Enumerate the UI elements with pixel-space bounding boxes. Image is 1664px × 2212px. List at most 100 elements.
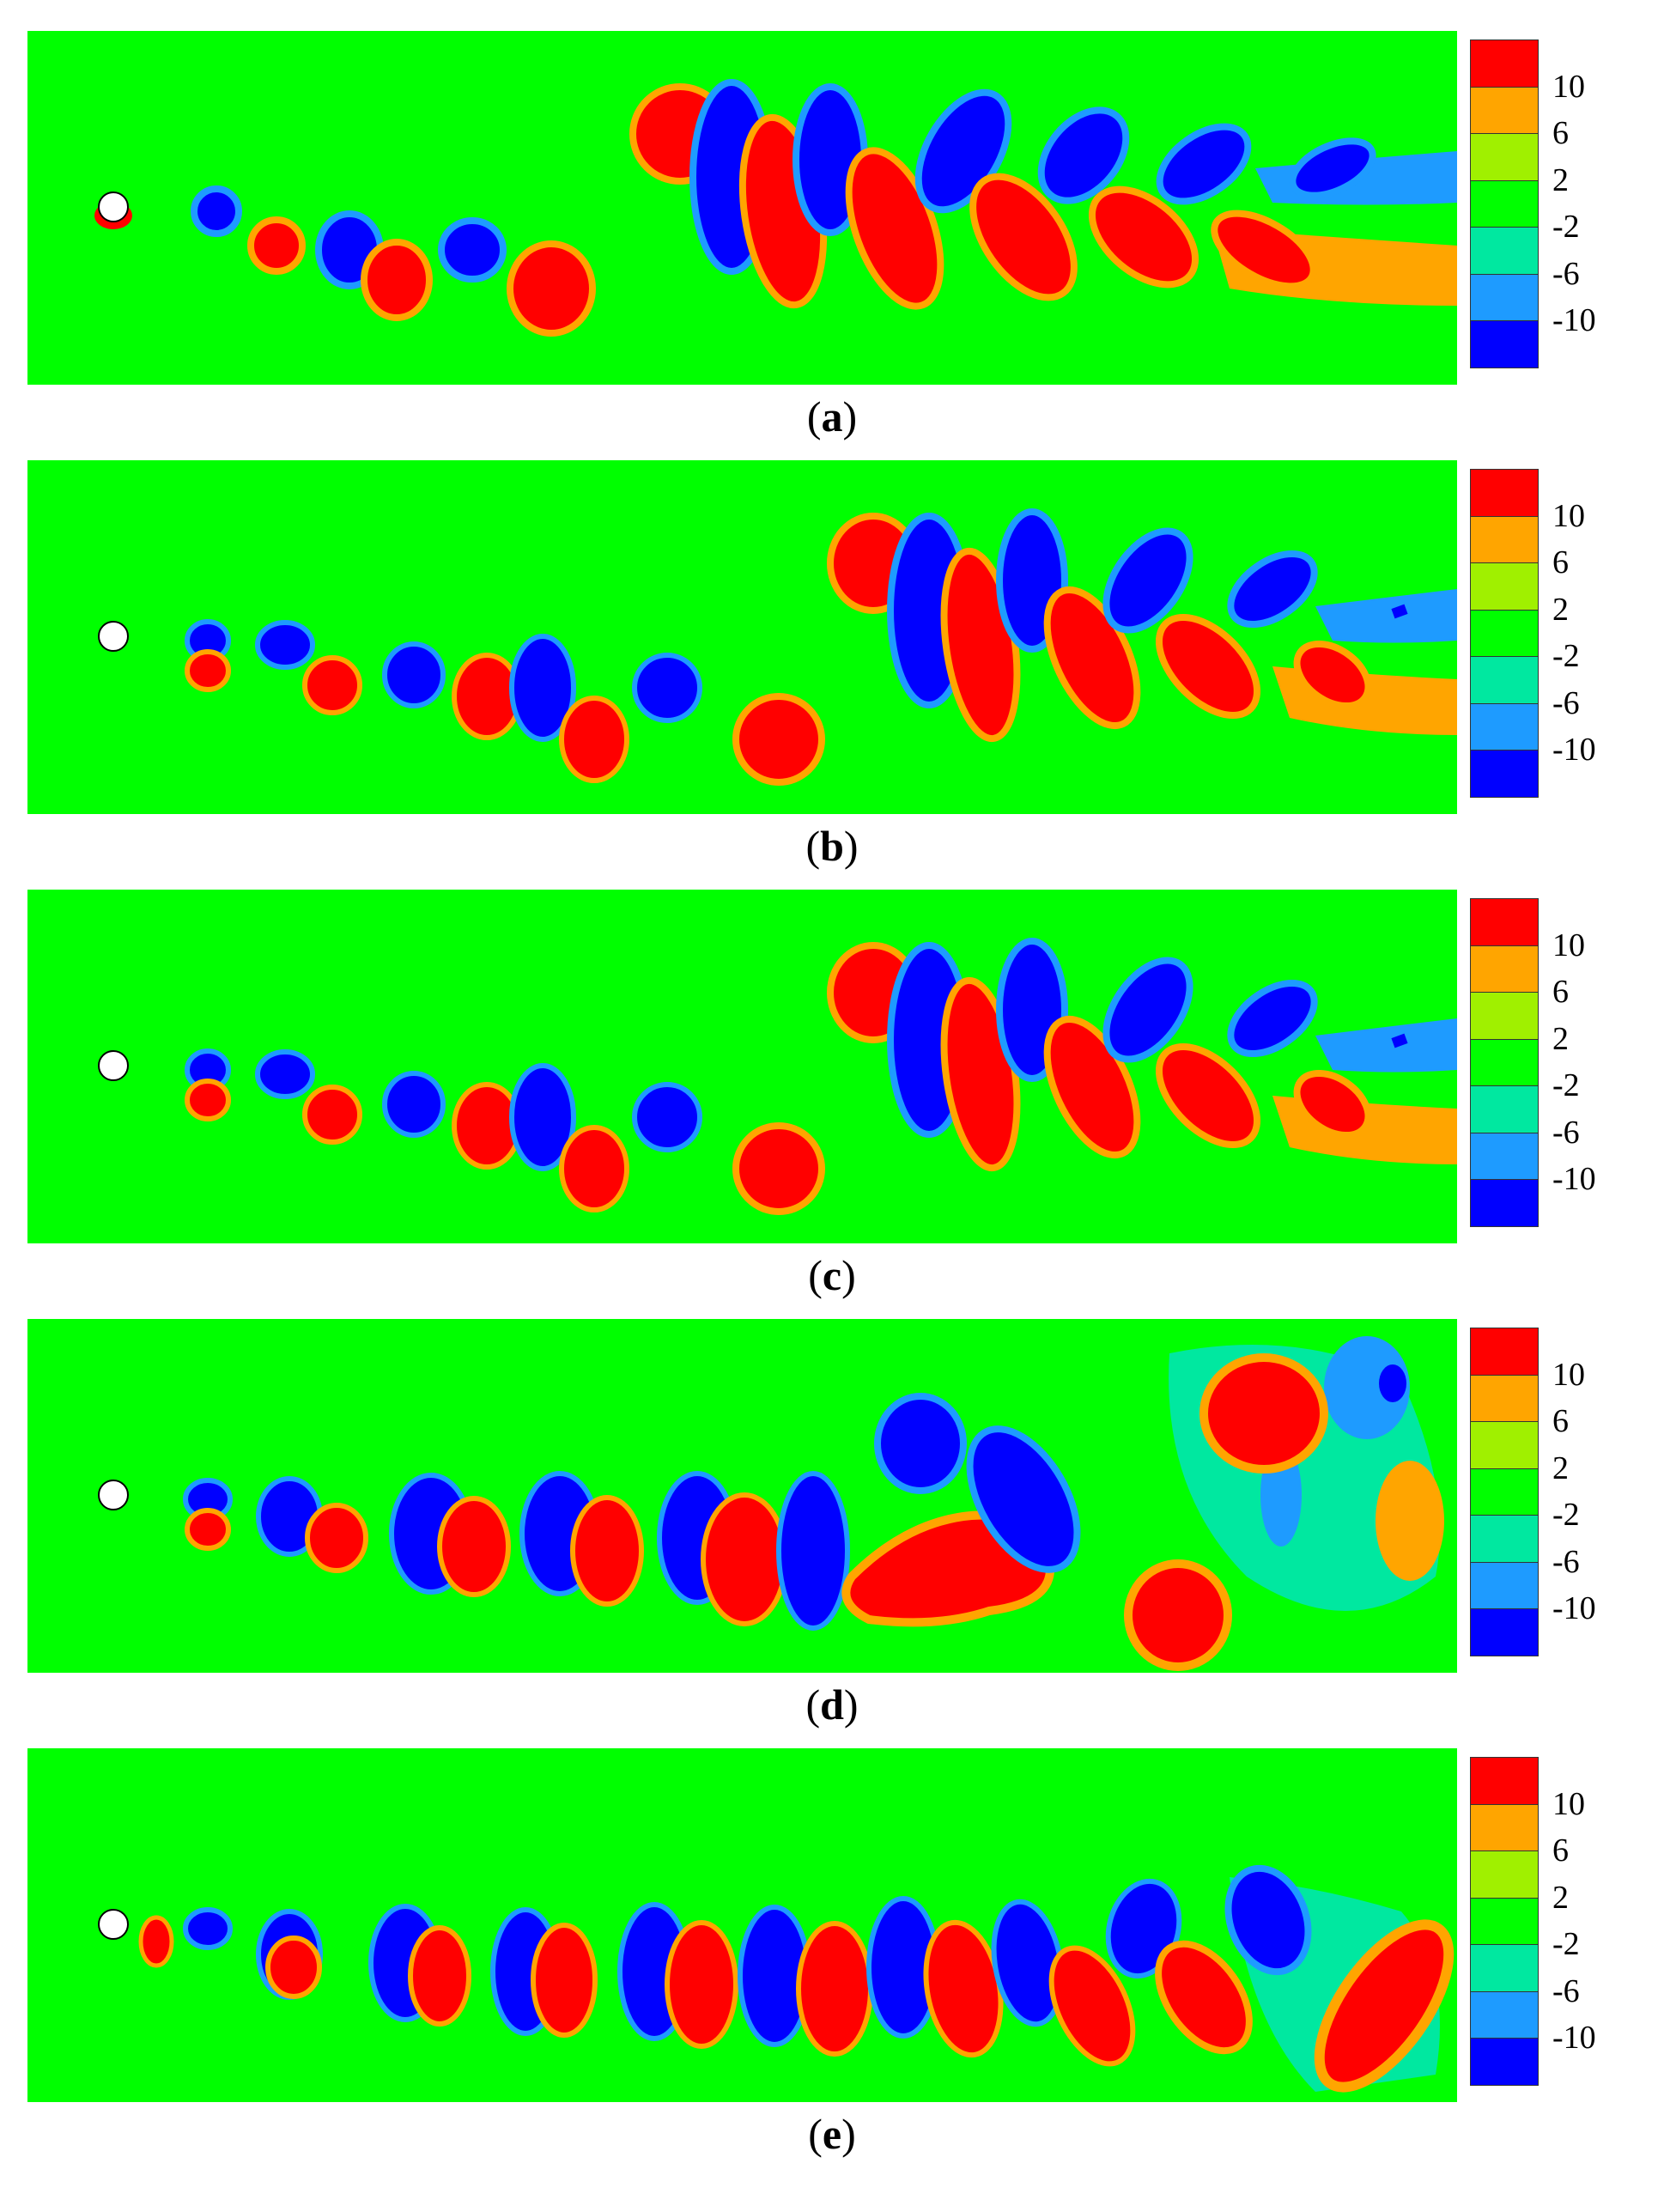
vortex-positive <box>559 696 629 783</box>
legend-level-label: 6 <box>1552 1832 1569 1869</box>
vortex-negative <box>1156 123 1252 205</box>
legend-swatch <box>1470 1421 1539 1469</box>
vortex-positive <box>437 1496 511 1597</box>
vortex-negative <box>1391 1033 1408 1048</box>
vortex-positive <box>247 216 306 275</box>
legend-swatch <box>1470 1038 1539 1087</box>
vortex-negative <box>382 641 446 708</box>
vortex-positive <box>305 1503 368 1573</box>
vortex-negative <box>1037 106 1130 204</box>
legend-swatch <box>1470 1179 1539 1227</box>
legend-swatch <box>1470 656 1539 704</box>
legend-level-label: 10 <box>1552 927 1585 963</box>
colorbar-legend: 10 6 2 -2 -6 -10 <box>1470 1757 1630 2086</box>
vortex-positive <box>265 1936 322 1999</box>
cylinder-icon <box>98 621 129 652</box>
caption-b: (b) <box>805 822 859 870</box>
caption-c: (c) <box>808 1251 856 1299</box>
vortex-negative <box>183 1907 233 1950</box>
vortex-negative <box>191 185 242 237</box>
legend-level-label: -2 <box>1552 638 1580 675</box>
legend-swatch <box>1470 945 1539 994</box>
vortex-negative <box>776 1471 850 1631</box>
vorticity-field <box>27 1319 1457 1673</box>
vorticity-field <box>27 1748 1457 2102</box>
legend-level-label: -10 <box>1552 1161 1596 1198</box>
vortex-negative <box>1224 1864 1312 1976</box>
vortex-negative <box>966 1425 1081 1573</box>
colorbar-legend: 10 6 2 -2 -6 -10 <box>1470 40 1630 368</box>
legend-level-label: -10 <box>1552 2020 1596 2057</box>
legend-swatch <box>1470 1374 1539 1423</box>
vortex-positive <box>1293 1069 1372 1139</box>
vortex-positive <box>1199 1353 1328 1474</box>
vortex-positive <box>138 1915 174 1968</box>
vorticity-field <box>27 31 1457 385</box>
vortex-positive <box>1124 1559 1232 1671</box>
legend-level-label: -6 <box>1552 684 1580 721</box>
vortex-negative <box>1102 957 1193 1063</box>
vortex-positive <box>302 655 362 715</box>
legend-level-label: 10 <box>1552 68 1585 105</box>
wake-tail-negative <box>1315 1018 1457 1073</box>
legend-swatch <box>1470 1944 1539 1992</box>
legend-swatch <box>1470 1132 1539 1181</box>
legend-level-label: -10 <box>1552 1590 1596 1627</box>
legend-swatch <box>1470 1561 1539 1610</box>
vortex-positive <box>185 1508 231 1551</box>
legend-swatch <box>1470 992 1539 1040</box>
vortex-positive <box>1155 1042 1261 1149</box>
legend-swatch <box>1470 273 1539 322</box>
legend-swatch <box>1470 515 1539 564</box>
vortex-positive-weak <box>1376 1461 1444 1581</box>
legend-swatch <box>1470 1085 1539 1133</box>
legend-swatch <box>1470 750 1539 798</box>
cylinder-icon <box>98 1050 129 1081</box>
cylinder-icon <box>98 191 129 222</box>
legend-level-label: 2 <box>1552 1020 1569 1057</box>
vortex-positive <box>185 649 231 692</box>
colorbar-legend: 10 6 2 -2 -6 -10 <box>1470 898 1630 1227</box>
vortex-negative <box>1227 979 1318 1058</box>
vortex-positive <box>302 1085 362 1145</box>
cylinder-icon <box>98 1480 129 1510</box>
vortex-positive <box>361 239 433 321</box>
vortex-positive <box>1048 1945 1136 2067</box>
legend-swatch <box>1470 1990 1539 2039</box>
legend-level-label: 10 <box>1552 1356 1585 1393</box>
vortex-negative-weak <box>1324 1336 1410 1439</box>
legend-swatch <box>1470 469 1539 517</box>
vortex-positive <box>507 240 596 337</box>
legend-swatch <box>1470 1515 1539 1563</box>
vortex-positive <box>665 1920 738 2049</box>
legend-swatch <box>1470 179 1539 228</box>
panel-a: 10 6 2 -2 -6 -10 <box>27 31 1630 385</box>
legend-swatch <box>1470 1803 1539 1852</box>
legend-level-label: 6 <box>1552 974 1569 1011</box>
legend-level-label: -10 <box>1552 302 1596 339</box>
legend-swatch <box>1470 1897 1539 1946</box>
vortex-negative <box>509 1063 576 1171</box>
vortex-positive <box>1088 185 1199 289</box>
vortex-positive <box>1043 586 1141 730</box>
vortex-positive <box>732 693 825 786</box>
vortex-negative <box>382 1071 446 1138</box>
panel-b: 10 6 2 -2 -6 -10 <box>27 460 1630 814</box>
vortex-positive <box>969 173 1078 301</box>
vortex-negative <box>438 217 507 283</box>
vortex-positive <box>1211 210 1317 290</box>
vortex-positive <box>732 1122 825 1215</box>
legend-level-label: -6 <box>1552 1972 1580 2009</box>
vortex-negative <box>255 620 315 670</box>
vortex-negative <box>255 1049 315 1099</box>
vortex-positive <box>1155 613 1261 720</box>
legend-level-label: -2 <box>1552 1497 1580 1534</box>
vortex-positive <box>559 1125 629 1212</box>
vortex-positive <box>796 1921 873 2057</box>
vortex-negative <box>1289 137 1376 199</box>
vorticity-field <box>27 890 1457 1243</box>
caption-a: (a) <box>806 392 858 441</box>
vortex-positive <box>531 1923 598 2038</box>
legend-level-label: -6 <box>1552 1114 1580 1151</box>
vortex-positive <box>1155 1940 1253 2055</box>
